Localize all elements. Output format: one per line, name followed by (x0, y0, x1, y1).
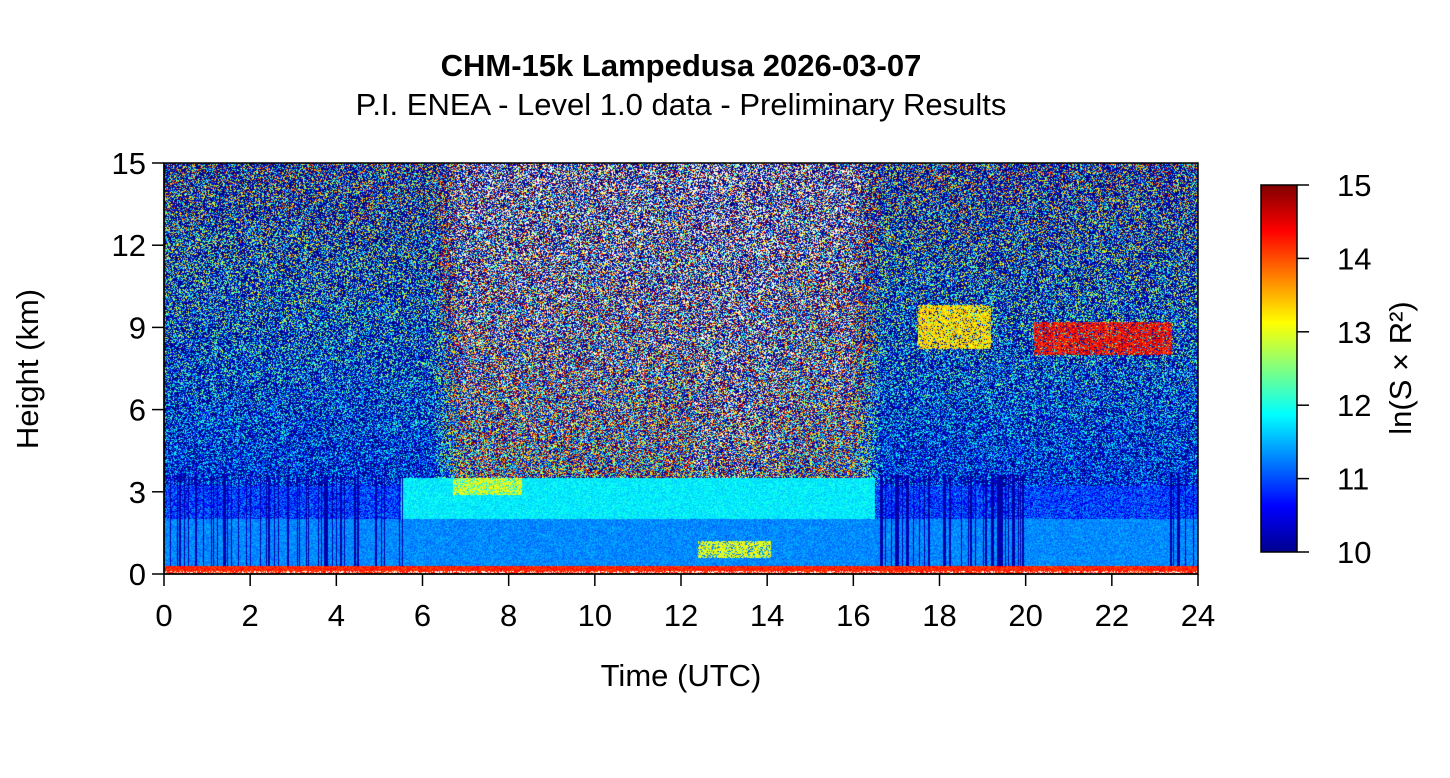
x-tick-label: 20 (1008, 598, 1042, 633)
x-tick-label: 24 (1181, 598, 1215, 633)
x-tick-label: 0 (155, 598, 172, 633)
x-tick-label: 12 (664, 598, 698, 633)
x-tick-label: 4 (328, 598, 345, 633)
x-tick-label: 14 (750, 598, 784, 633)
colorbar-ticks: 10 11 12 13 14 15 (1297, 168, 1371, 570)
y-tick-label: 9 (129, 310, 146, 345)
colorbar-tick-label: 10 (1337, 535, 1371, 570)
x-axis: 0 2 4 6 8 10 12 14 16 18 20 22 24 (155, 573, 1215, 633)
colorbar-tick-label: 15 (1337, 168, 1371, 203)
chart-title: CHM-15k Lampedusa 2026-03-07 (441, 48, 922, 83)
x-tick-label: 22 (1095, 598, 1129, 633)
x-tick-label: 10 (578, 598, 612, 633)
x-tick-label: 16 (836, 598, 870, 633)
colorbar-tick-label: 12 (1337, 388, 1371, 423)
y-axis-label: Height (km) (10, 289, 45, 449)
x-tick-label: 18 (922, 598, 956, 633)
colorbar-label: ln(S × R²) (1383, 301, 1418, 435)
y-tick-label: 0 (129, 557, 146, 592)
y-axis: 0 3 6 9 12 15 (112, 146, 165, 592)
y-tick-label: 12 (112, 228, 146, 263)
colorbar-tick-label: 14 (1337, 241, 1371, 276)
y-tick-label: 6 (129, 393, 146, 428)
chart-subtitle: P.I. ENEA - Level 1.0 data - Preliminary… (356, 87, 1007, 122)
x-tick-label: 8 (500, 598, 517, 633)
colorbar-tick-label: 11 (1337, 462, 1369, 497)
backscatter-heatmap (164, 163, 1198, 574)
colorbar-tick-label: 13 (1337, 315, 1371, 350)
x-tick-label: 2 (242, 598, 259, 633)
y-tick-label: 3 (129, 475, 146, 510)
x-tick-label: 6 (414, 598, 431, 633)
colorbar (1260, 184, 1298, 553)
x-axis-label: Time (UTC) (601, 658, 762, 693)
heatmap-canvas-holder (164, 163, 1198, 574)
y-tick-label: 15 (112, 146, 146, 181)
